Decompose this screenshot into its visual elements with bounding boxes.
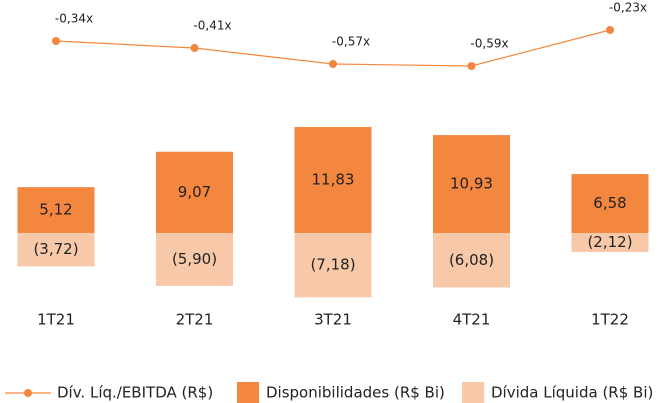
data-label: (3,72) [33,240,78,258]
line-marker [467,62,476,70]
bar [17,233,95,267]
line-marker [329,60,337,68]
data-label: -0,23x [609,1,647,15]
legend-swatch [237,382,259,403]
x-tick-label: 3T21 [314,311,352,329]
bar [571,174,649,234]
line-marker [606,26,614,34]
data-label: 6,58 [593,194,626,212]
bar [17,187,95,234]
bar [156,233,233,286]
data-label: -0,57x [332,35,370,49]
legend-swatch [24,389,32,397]
legend-swatch [462,382,484,403]
bar [433,135,510,234]
data-label: -0,34x [55,12,93,26]
data-label: (2,12) [587,233,632,251]
legend-label: Dív. Líq./EBITDA (R$) [57,384,213,402]
data-label: 5,12 [39,201,72,219]
x-tick-label: 1T21 [37,311,75,329]
legend-label: Dívida Líquida (R$ Bi) [491,384,653,402]
data-label: (6,08) [449,251,494,269]
legend-label: Disponibilidades (R$ Bi) [266,384,445,402]
bar [156,151,233,234]
bar [571,233,649,253]
data-label: -0,59x [470,37,508,51]
data-label: (5,90) [172,250,217,268]
bar [294,127,372,234]
line-marker [190,44,199,52]
x-tick-label: 4T21 [453,311,491,329]
bar [433,233,510,288]
data-label: 11,83 [312,171,355,189]
line-marker [52,37,60,45]
data-label: 10,93 [450,175,493,193]
bar [294,233,372,298]
data-label: -0,41x [193,19,231,33]
data-label: (7,18) [310,256,355,274]
x-tick-label: 1T22 [591,311,629,329]
data-label: 9,07 [178,183,211,201]
x-tick-label: 2T21 [176,311,214,329]
